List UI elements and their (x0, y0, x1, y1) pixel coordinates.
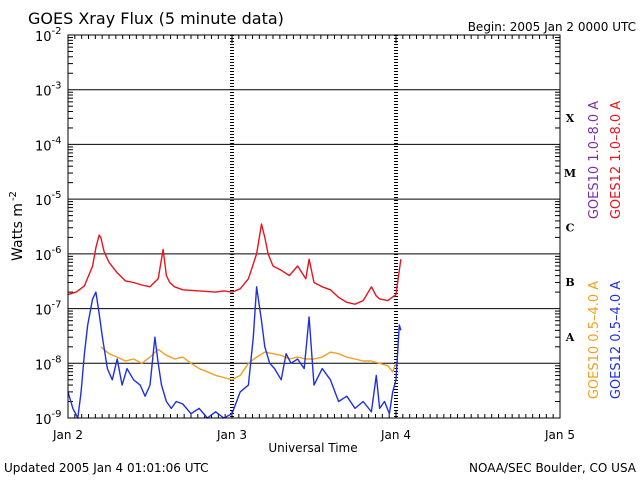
legend-top: GOES10 1.0–8.0 A GOES12 1.0–8.0 A (587, 101, 624, 219)
legend-entry: GOES10 0.5–4.0 A (587, 281, 602, 399)
series-layer (67, 223, 402, 419)
x-tick-label: Jan 2 (52, 428, 83, 442)
x-tick-label: Jan 3 (216, 428, 247, 442)
grid-lines (68, 89, 560, 364)
series-line (67, 223, 402, 305)
y-tick-base: 10 (35, 249, 52, 264)
y-tick-base: 10 (35, 30, 52, 45)
y-tick-label: 10-7 (35, 300, 62, 319)
credit-text: NOAA/SEC Boulder, CO USA (469, 461, 637, 475)
flare-class-label: A (565, 331, 575, 344)
y-tick-base: 10 (35, 304, 52, 319)
flare-class-label: M (564, 167, 576, 180)
flare-class-labels: X M C B A (564, 112, 576, 344)
legend-entry: GOES12 1.0–8.0 A (609, 101, 624, 219)
y-axis-label-exponent: -2 (8, 191, 19, 201)
y-tick-base: 10 (35, 358, 52, 373)
updated-timestamp: Updated 2005 Jan 4 01:01:06 UTC (4, 461, 209, 475)
y-tick-exponent: -4 (52, 135, 62, 146)
begin-label: Begin: 2005 Jan 2 0000 UTC (468, 20, 636, 34)
y-tick-label: 10-8 (35, 354, 62, 373)
x-tick-labels: Jan 2 Jan 3 Jan 4 Jan 5 (52, 428, 575, 442)
y-tick-label: 10-9 (35, 409, 62, 428)
y-tick-exponent: -8 (52, 354, 62, 365)
y-tick-label: 10-2 (35, 26, 62, 45)
y-tick-base: 10 (35, 139, 52, 154)
x-tick-label: Jan 5 (544, 428, 575, 442)
legend-entry: GOES10 1.0–8.0 A (587, 101, 602, 219)
y-axis-label: Watts m -2 (8, 191, 26, 261)
y-tick-label: 10-3 (35, 81, 62, 100)
y-tick-label: 10-4 (35, 135, 62, 154)
y-tick-exponent: -7 (52, 300, 62, 311)
legend-bottom: GOES10 0.5–4.0 A GOES12 0.5–4.0 A (587, 281, 624, 399)
y-tick-exponent: -2 (52, 26, 62, 37)
y-tick-exponent: -6 (52, 245, 62, 256)
series-line (67, 286, 402, 419)
y-tick-base: 10 (35, 85, 52, 100)
legend-entry: GOES12 0.5–4.0 A (609, 281, 624, 399)
y-tick-labels: 10-210-310-410-510-610-710-810-9 (35, 26, 62, 428)
y-tick-exponent: -9 (52, 409, 62, 420)
y-tick-base: 10 (35, 413, 52, 428)
y-tick-base: 10 (35, 194, 52, 209)
series-line (100, 346, 397, 381)
x-axis-label: Universal Time (268, 441, 357, 455)
x-tick-label: Jan 4 (380, 428, 411, 442)
x-tick-marks (67, 35, 561, 418)
y-tick-label: 10-5 (35, 190, 62, 209)
y-tick-exponent: -3 (52, 81, 62, 92)
y-tick-exponent: -5 (52, 190, 62, 201)
flare-class-label: B (565, 276, 574, 289)
plot-frame (67, 34, 561, 419)
y-tick-label: 10-6 (35, 245, 62, 264)
flare-class-label: X (566, 112, 575, 125)
chart-title: GOES Xray Flux (5 minute data) (28, 9, 284, 28)
flare-class-label: C (566, 222, 575, 235)
y-axis-label-text: Watts m (10, 203, 26, 261)
